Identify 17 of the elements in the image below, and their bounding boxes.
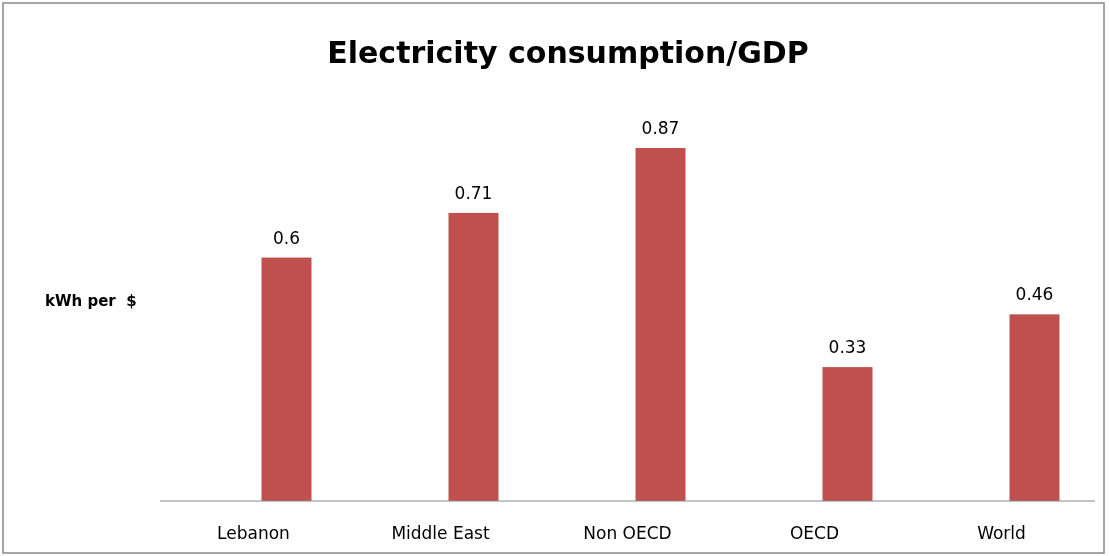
data-label: 0.71: [454, 182, 493, 203]
x-tick-label: World: [977, 523, 1026, 543]
y-axis-title: kWh per $: [45, 292, 137, 310]
bar: [635, 148, 686, 501]
data-label: 0.6: [272, 227, 301, 248]
bar: [261, 257, 312, 501]
bar: [448, 212, 499, 501]
data-label: 0.33: [828, 337, 867, 358]
x-tick-label: OECD: [789, 523, 840, 543]
x-tick-label: Lebanon: [217, 523, 290, 543]
x-tick-label: Non OECD: [583, 523, 672, 543]
data-label: 0.46: [1015, 284, 1054, 305]
x-tick-label: Middle East: [391, 523, 490, 543]
chart-title: Electricity consumption/GDP: [327, 35, 809, 70]
bar: [1009, 314, 1060, 501]
bar: [822, 367, 873, 501]
data-label: 0.87: [641, 118, 680, 138]
